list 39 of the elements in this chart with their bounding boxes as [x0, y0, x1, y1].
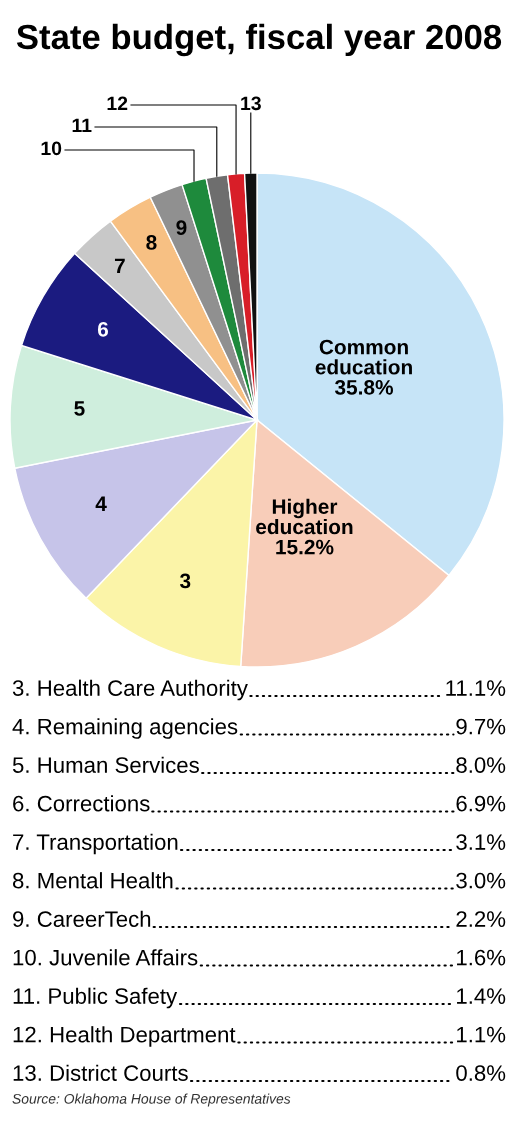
text: 7. Transportation — [13, 833, 178, 855]
data-label: 35.8% — [334, 379, 393, 395]
slice-label: 12 — [107, 96, 128, 111]
chart-title: State budget, fiscal year 2008 — [16, 23, 502, 57]
slice-label: 8 — [146, 235, 157, 250]
slice-label: Higher education — [256, 498, 353, 535]
text: 1.6% — [457, 949, 506, 966]
text: 11.1% — [446, 680, 506, 696]
text: 4. Remaining agencies — [12, 718, 238, 739]
text: 8.0% — [456, 757, 506, 773]
slice-label: 3 — [179, 573, 191, 589]
source-note: Source: Oklahoma House of Representatives — [12, 1093, 291, 1107]
slice-label: 6 — [97, 321, 109, 337]
text: 8. Mental Health — [12, 872, 173, 889]
text: 0.8% — [456, 1065, 506, 1081]
slice-label: 10 — [41, 141, 62, 156]
text: 1.1% — [457, 1026, 506, 1043]
text: 12. Health Department — [13, 1026, 236, 1047]
text: 3.0% — [456, 872, 506, 889]
text: 6.9% — [456, 795, 506, 812]
text: 6. Corrections — [13, 795, 150, 812]
text: 3. Health Care Authority — [12, 679, 248, 701]
text: 10. Juvenile Affairs — [13, 949, 198, 966]
text: 2.2% — [456, 911, 506, 927]
text: 9.7% — [456, 718, 506, 735]
text: 3.1% — [456, 834, 506, 850]
slice-label: 13 — [241, 96, 261, 111]
data-label: 15.2% — [276, 539, 334, 555]
slice-label: 9 — [176, 220, 187, 236]
slice-label: 11 — [72, 118, 92, 133]
slice-label: 4 — [95, 496, 107, 511]
slice-label: Common education — [315, 339, 412, 375]
text: 9. CareerTech — [13, 910, 151, 927]
text: 5. Human Services — [12, 756, 199, 773]
slice-label: 5 — [74, 401, 85, 416]
text: 1.4% — [457, 988, 506, 1004]
text: 13. District Courts — [13, 1064, 188, 1081]
text: 11. Public Safety — [13, 987, 178, 1009]
slice-label: 7 — [114, 258, 125, 273]
